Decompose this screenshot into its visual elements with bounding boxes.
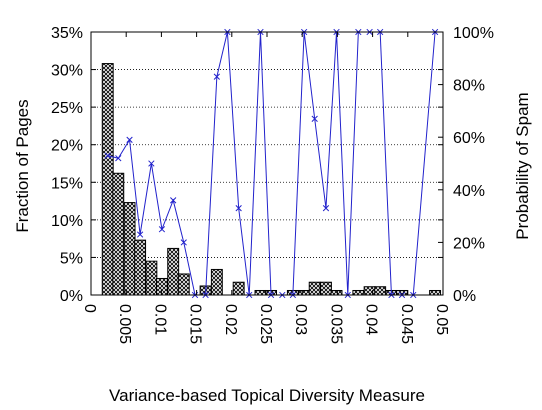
line-point — [158, 226, 166, 233]
bar — [167, 247, 180, 296]
line-point — [115, 155, 122, 162]
line-point — [170, 197, 177, 204]
x-tick-label: 0.05 — [433, 304, 450, 335]
bar — [232, 281, 245, 296]
y-tick-label: 15% — [51, 175, 83, 192]
x-tick-label: 0.01 — [151, 304, 168, 335]
line-point — [235, 205, 242, 212]
x-tick-label: 0.025 — [257, 304, 274, 344]
y2-axis-title: Probability of Spam — [513, 92, 532, 239]
x-tick-label: 0.015 — [187, 304, 204, 344]
line-point — [126, 136, 133, 143]
bar — [254, 289, 267, 296]
bar — [134, 239, 147, 296]
bar — [429, 289, 442, 296]
bar — [112, 172, 125, 296]
x-tick-label: 0 — [81, 304, 98, 313]
y-tick-label: 20% — [51, 138, 83, 155]
y-tick-label: 35% — [51, 25, 83, 42]
spam-line — [107, 31, 436, 296]
y2-tick-label: 0% — [453, 288, 476, 305]
bar — [374, 286, 387, 296]
gridlines — [91, 69, 443, 258]
line-point — [136, 231, 144, 238]
bar — [320, 281, 332, 296]
y-tick-label: 25% — [51, 100, 83, 117]
line-point — [311, 115, 318, 122]
y-tick-label: 0% — [60, 288, 83, 305]
x-tick-label: 0.005 — [116, 304, 133, 344]
y-tick-label: 10% — [51, 213, 83, 230]
y2-tick-label: 60% — [453, 130, 485, 147]
x-axis-title: Variance-based Topical Diversity Measure — [109, 386, 425, 405]
y2-tick-label: 40% — [453, 183, 485, 200]
bar — [308, 281, 321, 296]
bar — [177, 273, 190, 296]
bar — [363, 286, 376, 296]
bar — [155, 277, 168, 296]
x-tick-label: 0.04 — [363, 304, 380, 335]
y2-tick-label: 80% — [453, 78, 485, 95]
line-point — [104, 152, 111, 159]
bar — [352, 289, 365, 296]
x-tick-label: 0.03 — [292, 304, 309, 335]
x-tick-label: 0.02 — [222, 304, 239, 335]
y-tick-label: 30% — [51, 63, 83, 80]
axes: 0% 5% 10% 15% 20% 25% 30% 35% 0% 20% 40% 60% 80% 100%… — [51, 25, 494, 344]
y2-tick-label: 100% — [453, 25, 494, 42]
line-point — [148, 160, 155, 167]
x-tick-label: 0.045 — [398, 304, 415, 344]
bar — [145, 260, 158, 296]
bar — [101, 63, 114, 296]
line-point — [322, 205, 330, 212]
bar — [298, 289, 311, 296]
y2-tick-label: 20% — [453, 235, 485, 252]
x-tick-label: 0.035 — [327, 304, 344, 344]
y-axis-title: Fraction of Pages — [13, 99, 32, 232]
bar — [330, 289, 343, 296]
bar — [123, 202, 136, 296]
bar — [210, 268, 223, 296]
line-point — [213, 73, 220, 80]
line-point — [180, 239, 187, 246]
y-tick-label: 5% — [60, 250, 83, 267]
